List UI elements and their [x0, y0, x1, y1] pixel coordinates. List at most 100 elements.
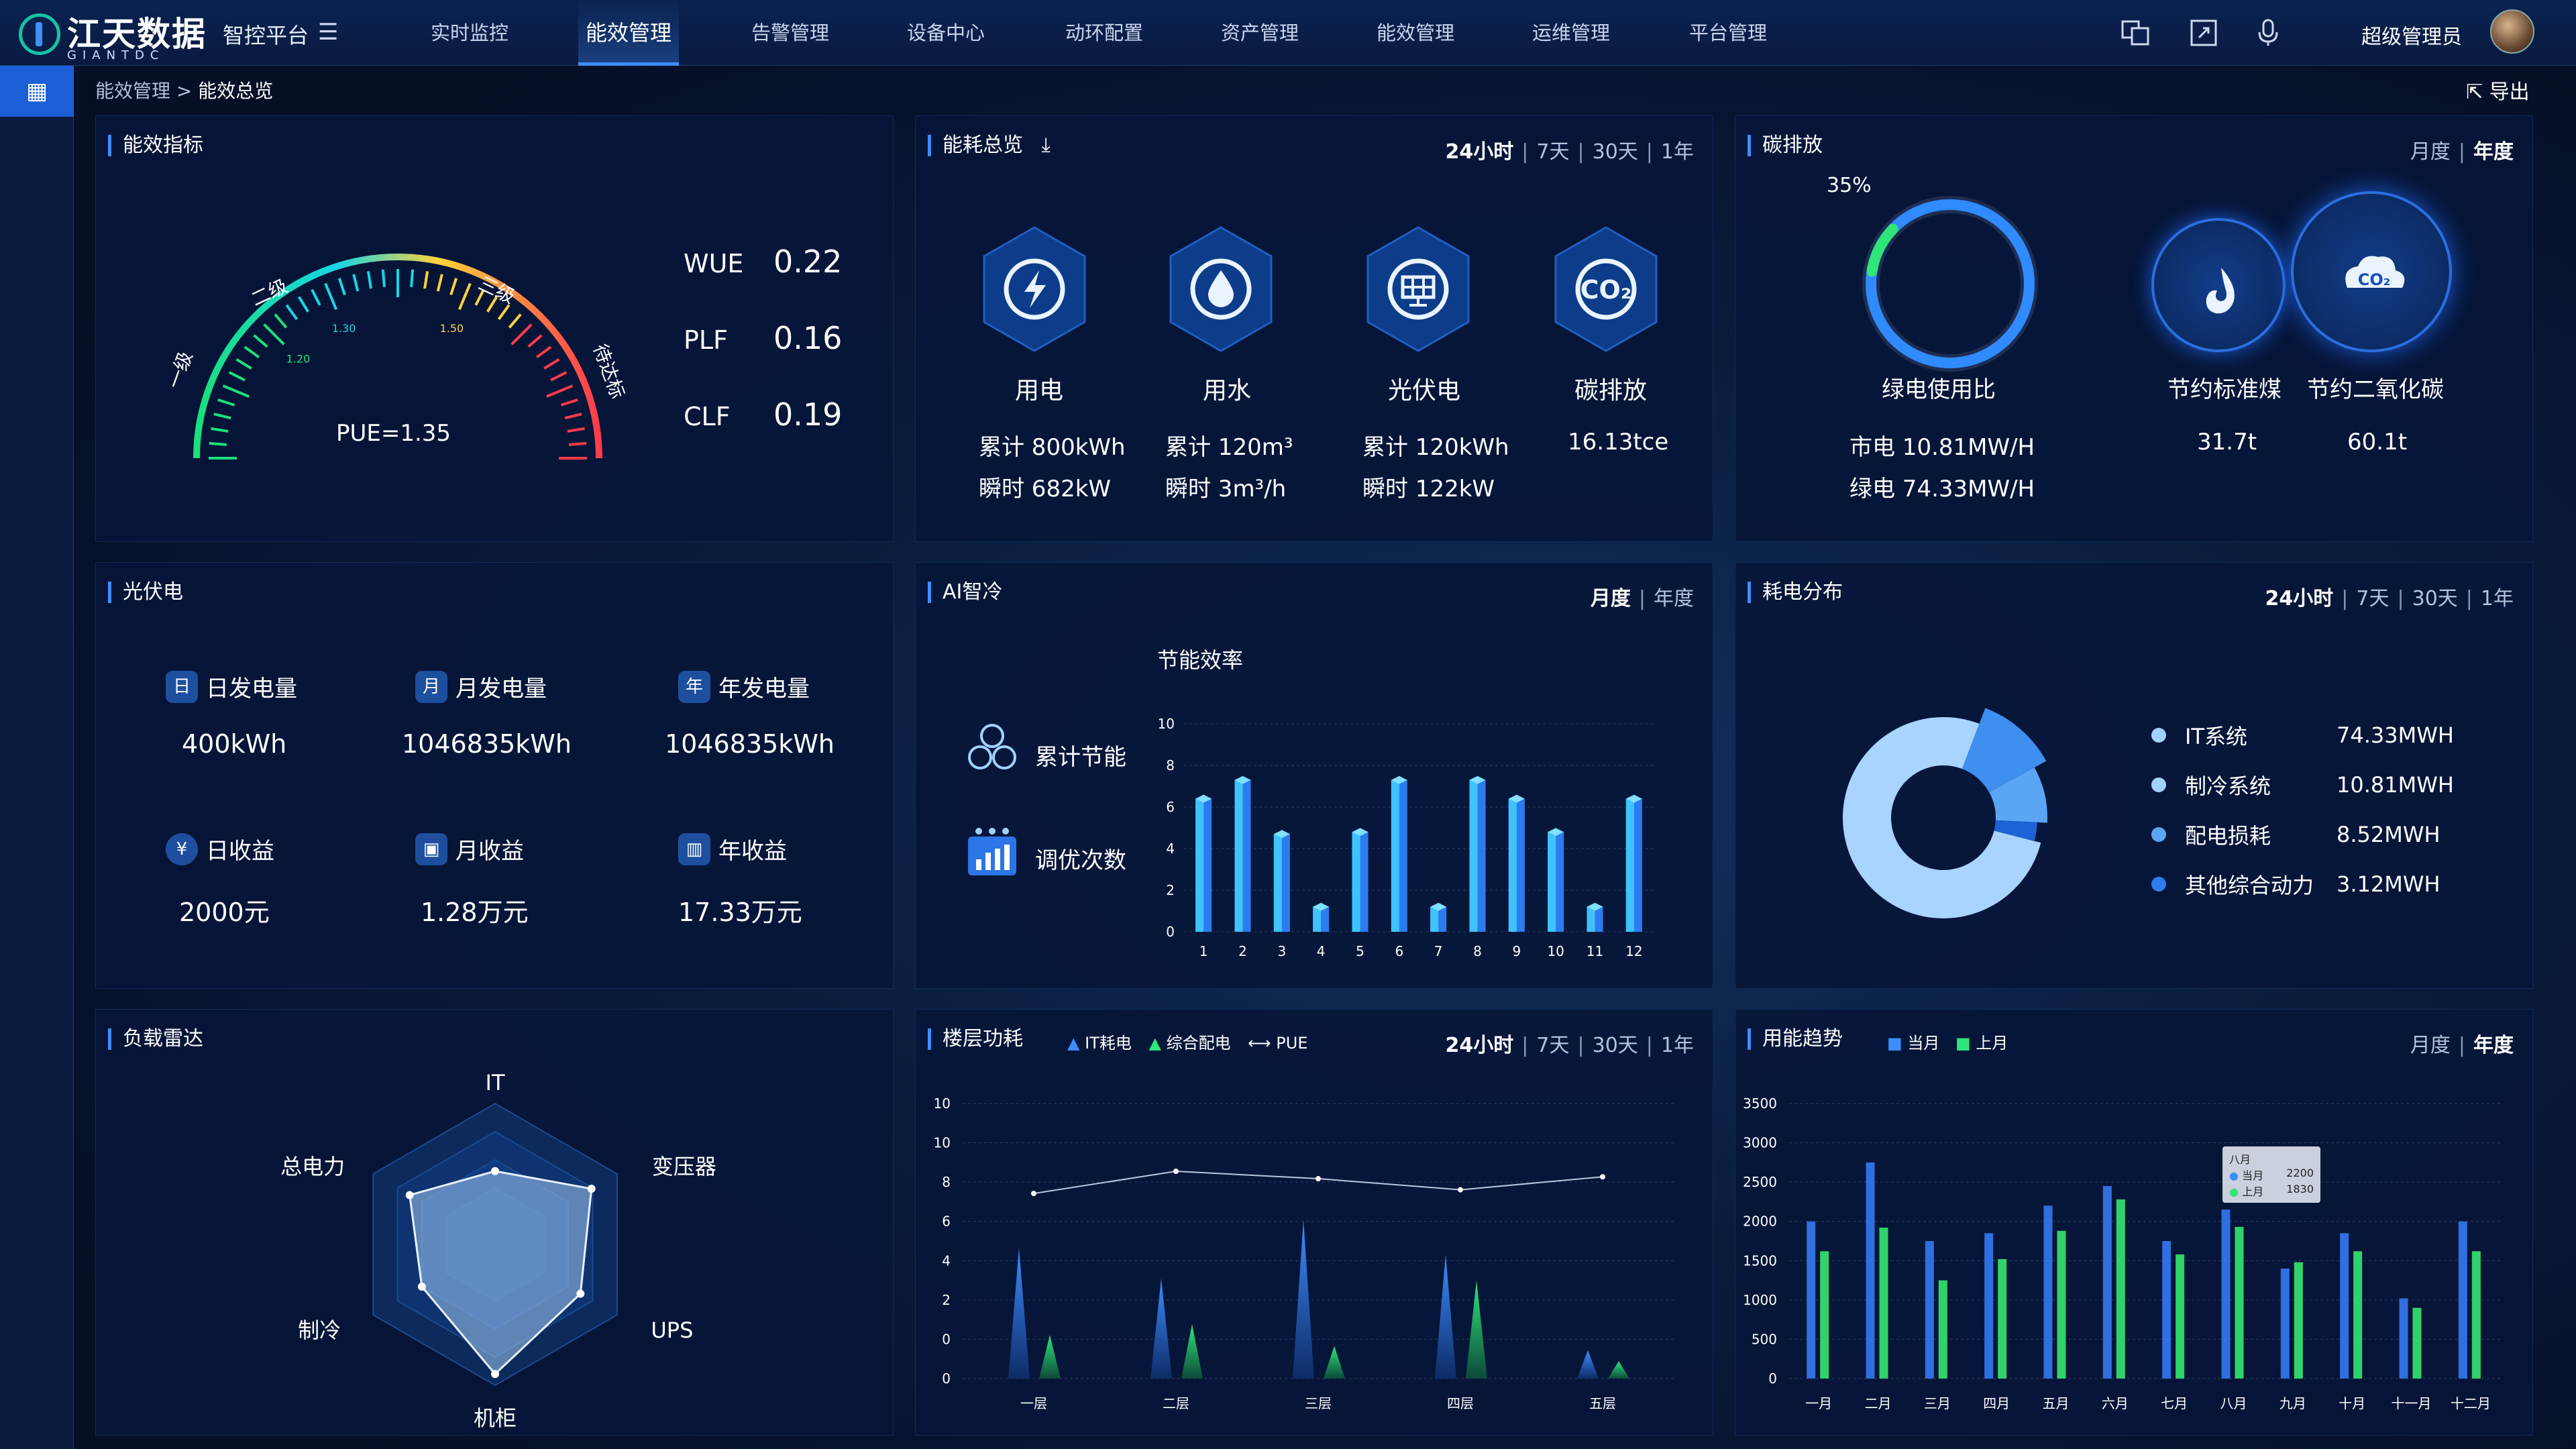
metric-wue-value: 0.22	[773, 244, 843, 280]
nav-asset[interactable]: 资产管理	[1220, 21, 1299, 44]
tab-30d[interactable]: 30天	[1592, 1034, 1638, 1057]
nav-realtime-monitor[interactable]: 实时监控	[430, 21, 508, 44]
brand-logo[interactable]: 江天数据 GIANTDC 智控平台	[19, 13, 309, 62]
y-tick-label: 0	[942, 1331, 951, 1347]
ai-bar-highlight	[1548, 832, 1556, 932]
coal-value: 31.7t	[2197, 429, 2257, 455]
grid-menu-icon[interactable]: ▦	[0, 66, 74, 117]
tab-yearly[interactable]: 年度	[2473, 140, 2514, 164]
microphone-icon[interactable]	[2253, 17, 2284, 48]
x-tick-label: 3	[1277, 943, 1286, 959]
export-label: 导出	[2489, 80, 2530, 104]
tab-30d[interactable]: 30天	[1592, 140, 1638, 164]
co2-name: 节约二氧化碳	[2307, 376, 2444, 403]
pie-slice	[1843, 717, 2041, 918]
nav-platform[interactable]: 平台管理	[1688, 21, 1767, 44]
tab-7d[interactable]: 7天	[2356, 587, 2390, 610]
month-icon: 月	[415, 670, 447, 703]
metric-clf-name: CLF	[684, 402, 731, 431]
floor-power-bar	[1324, 1346, 1345, 1379]
translate-icon[interactable]	[2120, 17, 2151, 48]
x-tick-label: 五月	[2043, 1395, 2070, 1411]
gauge-tick	[569, 441, 587, 446]
pue-point	[1031, 1191, 1036, 1197]
ai-chart-title: 节能效率	[1157, 647, 1244, 673]
panel-title: 能耗总览 ⤓	[928, 135, 1051, 156]
nav-alarm[interactable]: 告警管理	[751, 21, 829, 44]
x-tick-label: 12	[1625, 943, 1642, 959]
gauge-tick	[285, 304, 299, 321]
brand-subtitle: GIANTDC	[67, 48, 165, 62]
gauge-tick	[560, 398, 578, 407]
hamburger-icon[interactable]: ☰	[318, 19, 339, 46]
download-icon[interactable]: ⤓	[1041, 133, 1051, 157]
breadcrumb-separator: >	[176, 80, 193, 102]
period-tabs: 月度 | 年度	[2410, 1034, 2514, 1057]
tab-yearly[interactable]: 年度	[2473, 1034, 2514, 1057]
x-tick-label: 十月	[2339, 1395, 2365, 1411]
floor-power-bar	[1181, 1324, 1203, 1379]
x-tick-label: 二月	[1865, 1395, 1892, 1411]
legend-it-icon: ▲	[1067, 1034, 1080, 1053]
nav-device-center[interactable]: 设备中心	[906, 21, 985, 44]
panel-ai-cooling: AI智冷 月度 | 年度 累计节能 调优次数 节能效率 0 2 4 6 8 10 1 2 3 4 5 6 7…	[915, 562, 1713, 989]
tab-yearly[interactable]: 年度	[1654, 587, 1694, 610]
green-ratio-label: 35%	[1827, 174, 1872, 197]
lightning-icon	[983, 226, 1086, 352]
breadcrumb-parent[interactable]: 能效管理	[95, 80, 171, 102]
legend-value: 74.33MWH	[2337, 722, 2454, 748]
x-tick-label: 一层	[1020, 1395, 1047, 1411]
gauge-tick	[324, 282, 338, 311]
y-tick-label: 6	[942, 1214, 951, 1230]
gauge-tick	[228, 371, 246, 382]
tab-monthly[interactable]: 月度	[2410, 140, 2451, 164]
legend-value: 10.81MWH	[2337, 772, 2454, 798]
tab-1y[interactable]: 1年	[1660, 140, 1694, 164]
legend-dot	[2151, 827, 2166, 842]
legend-value: 8.52MWH	[2337, 822, 2440, 847]
x-tick-label: 二层	[1163, 1395, 1189, 1411]
radar-axis-label: 制冷	[298, 1318, 341, 1343]
ai-bar-cap	[1391, 775, 1407, 784]
user-name[interactable]: 超级管理员	[2361, 25, 2462, 49]
avatar[interactable]	[2490, 9, 2534, 54]
tab-1y[interactable]: 1年	[1660, 1034, 1694, 1057]
tab-1y[interactable]: 1年	[2480, 587, 2514, 610]
x-tick-label: 7	[1434, 943, 1443, 959]
tab-monthly[interactable]: 月度	[1590, 587, 1631, 610]
gauge-tick	[567, 427, 585, 433]
y-tick-label: 8	[1166, 757, 1175, 773]
nav-efficiency[interactable]: 能效管理	[1376, 21, 1454, 44]
x-tick-label: 十一月	[2392, 1395, 2432, 1411]
gauge-tick	[209, 441, 227, 446]
pue-gauge: 1.20 1.30 1.50	[193, 254, 602, 460]
x-tick-label: 三层	[1305, 1395, 1332, 1411]
export-button[interactable]: ⇱ 导出	[2466, 75, 2530, 105]
ai-saving-label: 累计节能	[1035, 744, 1126, 771]
tab-24h[interactable]: 24小时	[2265, 587, 2334, 610]
tab-30d[interactable]: 30天	[2412, 587, 2458, 610]
ai-bar-cap	[1195, 794, 1212, 803]
gauge-tick	[527, 334, 543, 348]
legend-item: 制冷系统 10.81MWH	[2151, 760, 2454, 810]
floor-legend: ▲ IT耗电 ▲ 综合配电 ⟷ PUE	[1067, 1030, 1308, 1053]
x-tick-label: 四月	[1983, 1395, 2010, 1411]
pv-label: 月收益	[455, 838, 524, 865]
co2-cloud-icon: CO₂	[2291, 191, 2452, 352]
tab-monthly[interactable]: 月度	[2410, 1034, 2451, 1057]
tab-24h[interactable]: 24小时	[1445, 140, 1514, 164]
x-tick-label: 5	[1356, 943, 1364, 959]
tab-7d[interactable]: 7天	[1536, 140, 1570, 164]
trend-current-bar	[1866, 1162, 1875, 1379]
x-tick-label: 一月	[1805, 1395, 1832, 1411]
nav-efficiency-active[interactable]: 能效管理	[578, 0, 679, 66]
fullscreen-icon[interactable]	[2188, 17, 2219, 48]
trend-current-bar	[1807, 1221, 1816, 1379]
bar-chart-icon: ▥	[678, 833, 710, 865]
trend-current-bar	[2458, 1221, 2467, 1379]
tab-7d[interactable]: 7天	[1536, 1034, 1570, 1057]
nav-ops[interactable]: 运维管理	[1532, 21, 1610, 44]
tab-24h[interactable]: 24小时	[1445, 1034, 1514, 1057]
nav-env-config[interactable]: 动环配置	[1065, 21, 1143, 44]
pv-month-gen: 月月发电量	[415, 670, 547, 703]
